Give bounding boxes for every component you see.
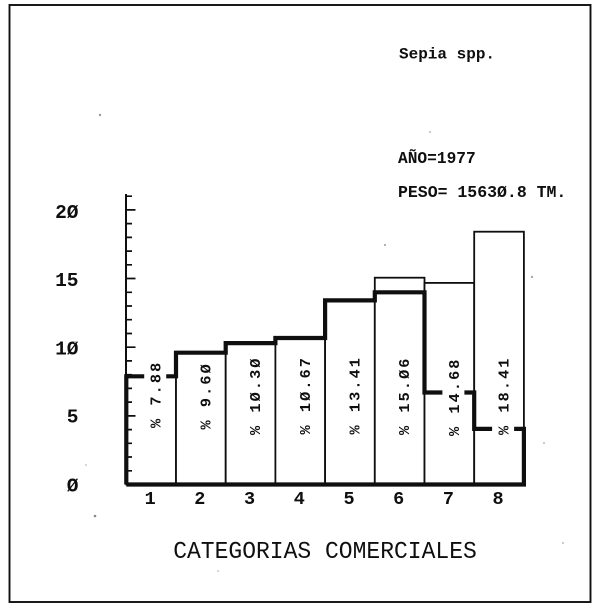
svg-text:% 1Ø.67: % 1Ø.67	[297, 356, 315, 435]
svg-text:% 9.6Ø: % 9.6Ø	[197, 362, 215, 429]
svg-text:1: 1	[145, 489, 156, 510]
svg-text:% 18.41: % 18.41	[496, 357, 514, 436]
svg-text:8: 8	[493, 489, 504, 510]
svg-text:PESO= 1563Ø.8 TM.: PESO= 1563Ø.8 TM.	[398, 183, 566, 202]
svg-text:Ø: Ø	[67, 476, 79, 498]
svg-text:% 13.41: % 13.41	[347, 356, 365, 435]
svg-text:% 15.Ø6: % 15.Ø6	[396, 357, 414, 436]
svg-text:AÑO=1977: AÑO=1977	[398, 148, 476, 168]
svg-text:5: 5	[343, 489, 354, 510]
svg-text:% 14.68: % 14.68	[446, 358, 464, 437]
svg-text:% 1Ø.3Ø: % 1Ø.3Ø	[247, 357, 265, 436]
svg-text:3: 3	[244, 489, 255, 510]
svg-text:% 7.88: % 7.88	[148, 361, 166, 428]
svg-text:4: 4	[294, 489, 305, 510]
svg-text:15: 15	[55, 270, 78, 292]
svg-text:7: 7	[443, 489, 454, 510]
svg-text:CATEGORIAS COMERCIALES: CATEGORIAS COMERCIALES	[173, 539, 477, 567]
svg-text:Sepia spp.: Sepia spp.	[399, 45, 495, 63]
svg-text:2Ø: 2Ø	[55, 202, 79, 224]
svg-text:1Ø: 1Ø	[55, 338, 79, 360]
svg-text:2: 2	[194, 489, 205, 510]
svg-text:6: 6	[393, 489, 404, 510]
svg-text:5: 5	[67, 407, 79, 429]
